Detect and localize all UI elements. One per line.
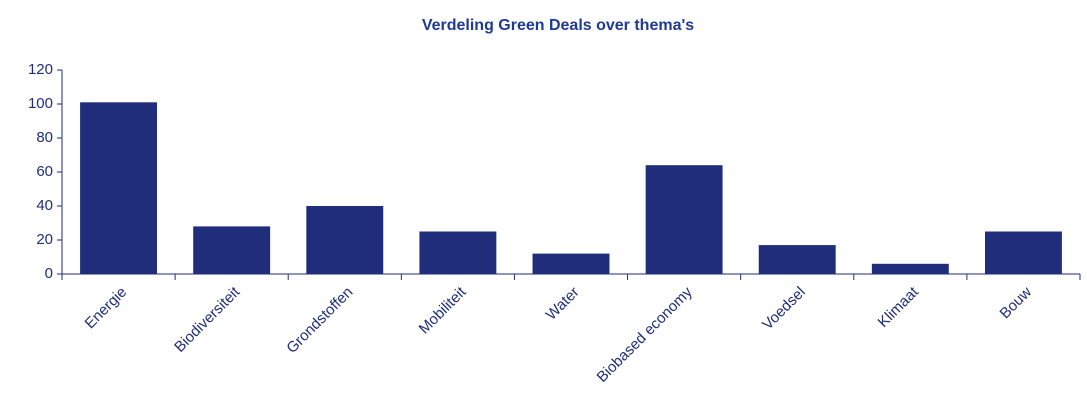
- bar: [193, 226, 271, 274]
- x-tick-label: Grondstoffen: [283, 284, 356, 357]
- bar: [532, 253, 610, 274]
- bar: [984, 231, 1062, 274]
- bar: [80, 102, 158, 274]
- x-tick-label: Mobiliteit: [416, 283, 470, 337]
- x-tick-label: Biodiversiteit: [171, 283, 244, 356]
- x-tick-label: Biobased economy: [594, 283, 697, 386]
- y-tick-label: 80: [36, 129, 53, 146]
- bar: [306, 206, 384, 274]
- bar: [419, 231, 497, 274]
- bar: [645, 165, 723, 274]
- chart-title: Verdeling Green Deals over thema's: [422, 17, 694, 34]
- x-tick-label: Voedsel: [759, 284, 809, 334]
- y-tick-label: 40: [36, 197, 53, 214]
- y-tick-label: 0: [45, 265, 53, 282]
- x-tick-label: Bouw: [997, 284, 1036, 323]
- y-tick-label: 100: [28, 95, 53, 112]
- x-tick-label: Water: [543, 284, 583, 324]
- y-tick-label: 120: [28, 61, 53, 78]
- x-tick-label: Energie: [82, 284, 131, 333]
- y-tick-label: 20: [36, 231, 53, 248]
- bar: [758, 245, 836, 274]
- bar: [871, 263, 949, 274]
- y-tick-label: 60: [36, 163, 53, 180]
- x-tick-label: Klimaat: [875, 283, 923, 331]
